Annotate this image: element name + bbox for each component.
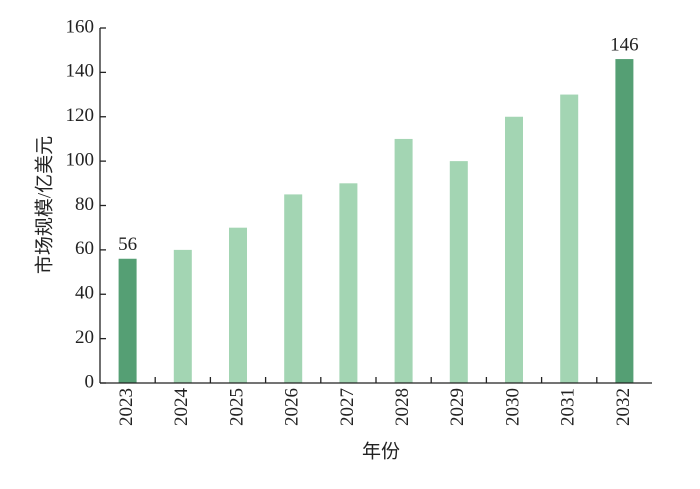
data-label: 56 <box>118 234 137 255</box>
x-tick-label: 2029 <box>447 388 468 426</box>
x-tick-label: 2027 <box>337 388 358 426</box>
bar <box>394 138 413 383</box>
x-tick-label: 2032 <box>613 388 634 426</box>
bar <box>339 183 358 383</box>
y-tick-label: 0 <box>85 371 95 392</box>
x-tick-label: 2024 <box>171 388 192 427</box>
y-tick-label: 140 <box>66 61 95 82</box>
y-tick-label: 80 <box>75 194 94 215</box>
x-tick-label: 2023 <box>116 388 137 426</box>
bar <box>229 227 247 383</box>
bar <box>560 94 579 383</box>
x-tick-label: 2026 <box>282 388 303 426</box>
x-axis-label: 年份 <box>362 440 400 462</box>
y-axis-label: 市场规模/亿美元 <box>33 136 55 274</box>
bar <box>615 59 634 383</box>
y-tick-label: 120 <box>66 105 95 126</box>
x-tick-label: 2028 <box>392 388 413 426</box>
bar <box>505 116 523 383</box>
bar <box>173 249 192 383</box>
y-tick-label: 60 <box>75 238 94 259</box>
bar <box>449 161 468 383</box>
bar <box>284 194 303 383</box>
y-tick-label: 40 <box>75 283 94 304</box>
x-tick-label: 2031 <box>558 388 579 426</box>
y-tick-label: 100 <box>66 149 95 170</box>
x-tick-label: 2030 <box>502 388 523 426</box>
bar <box>118 258 137 383</box>
x-tick-label: 2025 <box>226 388 247 426</box>
y-tick-label: 20 <box>75 327 94 348</box>
y-tick-label: 160 <box>66 16 95 37</box>
data-label: 146 <box>610 34 639 55</box>
